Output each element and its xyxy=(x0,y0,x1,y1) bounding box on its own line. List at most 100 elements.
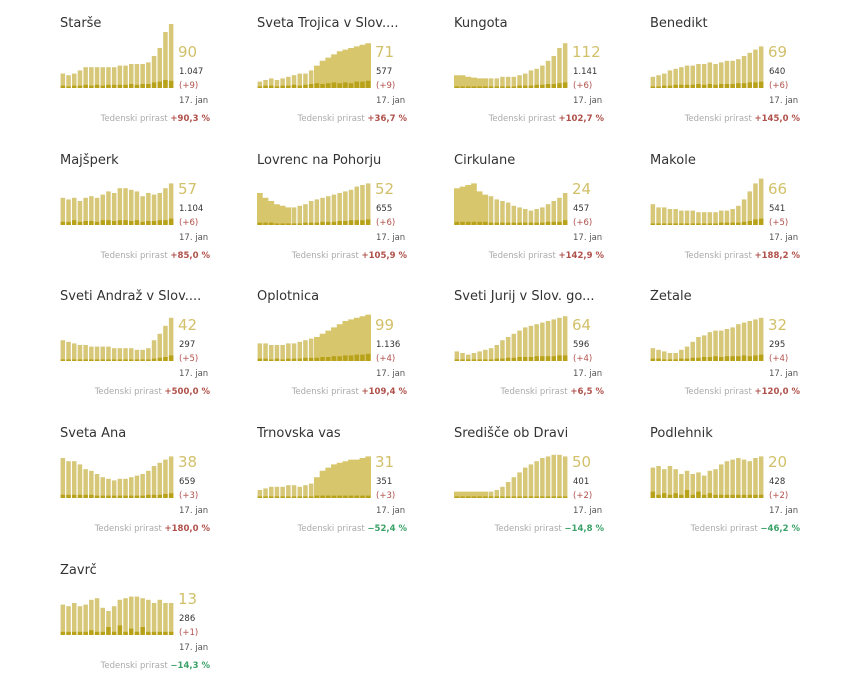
bar xyxy=(679,474,684,498)
date-label: 17. jan xyxy=(179,369,209,379)
bar xyxy=(534,324,539,361)
daily-bar xyxy=(534,84,539,88)
bar xyxy=(263,343,268,361)
daily-bar xyxy=(134,631,140,635)
weekly-growth-value: +6,5 % xyxy=(570,387,604,397)
bar xyxy=(673,353,678,361)
sparkline-chart xyxy=(454,183,568,225)
bar xyxy=(667,466,673,498)
bar xyxy=(100,67,105,88)
municipality-card: Sveti Jurij v Slov. go... 64 596 (+4) 17. ja… xyxy=(454,283,626,408)
daily-bar xyxy=(551,221,556,225)
bar xyxy=(111,480,117,498)
daily-bar xyxy=(146,494,151,498)
daily-bar xyxy=(540,222,545,225)
daily-bar xyxy=(157,357,162,361)
daily-bar xyxy=(100,631,105,635)
current-value: 69 xyxy=(768,43,788,61)
daily-bar xyxy=(117,359,123,361)
daily-bar xyxy=(523,222,528,225)
bar xyxy=(146,348,151,361)
daily-bar xyxy=(320,84,325,88)
daily-bar xyxy=(151,221,157,225)
bar xyxy=(83,604,88,635)
municipality-card: Makole 66 541 (+5) 17. jan Tedenski prirast +… xyxy=(650,147,822,272)
total-value: 1.141 xyxy=(573,67,598,77)
daily-bar xyxy=(72,494,77,498)
weekly-growth-value: +102,7 % xyxy=(558,114,604,124)
date-label: 17. jan xyxy=(376,506,406,516)
date-label: 17. jan xyxy=(769,506,799,516)
daily-bar xyxy=(545,356,551,361)
change-value: (+6) xyxy=(769,81,789,91)
daily-bar xyxy=(505,357,511,361)
bar xyxy=(72,461,77,498)
bar xyxy=(679,210,684,225)
bar xyxy=(106,67,111,88)
daily-bar xyxy=(83,494,88,498)
card-title: Kungota xyxy=(454,16,508,31)
weekly-growth-label: Tedenski prirast xyxy=(488,251,559,261)
daily-bar xyxy=(280,496,285,498)
card-title: Središče ob Dravi xyxy=(454,426,569,441)
daily-bar xyxy=(77,221,83,225)
daily-bar xyxy=(151,82,157,88)
bar xyxy=(511,333,517,361)
daily-bar xyxy=(354,495,359,498)
daily-bar xyxy=(511,496,517,498)
daily-bar xyxy=(562,496,568,498)
daily-bar xyxy=(483,359,488,361)
weekly-growth: Tedenski prirast −52,4 % xyxy=(298,524,407,534)
daily-bar xyxy=(528,357,534,361)
daily-bar xyxy=(100,220,105,225)
total-value: 1.104 xyxy=(179,204,204,214)
weekly-growth: Tedenski prirast +85,0 % xyxy=(101,251,210,261)
daily-bar xyxy=(60,221,66,225)
bar xyxy=(707,212,713,225)
daily-bar xyxy=(308,496,314,498)
daily-bar xyxy=(707,84,713,88)
bar xyxy=(511,76,517,88)
weekly-growth: Tedenski prirast −14,3 % xyxy=(101,661,210,671)
bar xyxy=(77,70,83,88)
bar xyxy=(77,345,83,361)
bar xyxy=(758,178,764,225)
sparkline-chart xyxy=(454,454,568,498)
weekly-growth-label: Tedenski prirast xyxy=(684,114,755,124)
current-value: 99 xyxy=(375,316,395,334)
daily-bar xyxy=(94,359,100,361)
bar xyxy=(684,210,690,225)
sparkline-chart xyxy=(650,178,764,225)
bar xyxy=(66,75,71,88)
daily-bar xyxy=(736,356,741,361)
daily-bar xyxy=(291,358,297,361)
daily-bar xyxy=(690,84,695,88)
bar xyxy=(488,196,494,225)
current-value: 31 xyxy=(375,453,395,471)
bar xyxy=(83,67,88,88)
weekly-growth: Tedenski prirast +180,0 % xyxy=(95,524,210,534)
date-label: 17. jan xyxy=(573,506,603,516)
daily-bar xyxy=(146,84,151,88)
bar xyxy=(696,64,701,88)
bar xyxy=(286,485,291,498)
bar xyxy=(505,76,511,88)
daily-bar xyxy=(488,222,494,225)
daily-bar xyxy=(168,218,174,225)
weekly-growth-label: Tedenski prirast xyxy=(100,114,171,124)
daily-bar xyxy=(551,356,556,361)
daily-bar xyxy=(673,359,678,361)
daily-bar xyxy=(72,85,77,88)
bar xyxy=(146,193,151,225)
daily-bar xyxy=(157,220,162,225)
daily-bar xyxy=(140,221,145,225)
bar xyxy=(269,78,274,88)
bar xyxy=(117,348,123,361)
daily-bar xyxy=(314,222,320,225)
daily-bar xyxy=(730,356,735,361)
daily-bar xyxy=(505,496,511,498)
daily-bar xyxy=(314,357,320,361)
daily-bar xyxy=(77,85,83,88)
daily-bar xyxy=(308,84,314,88)
daily-bar xyxy=(517,222,522,225)
